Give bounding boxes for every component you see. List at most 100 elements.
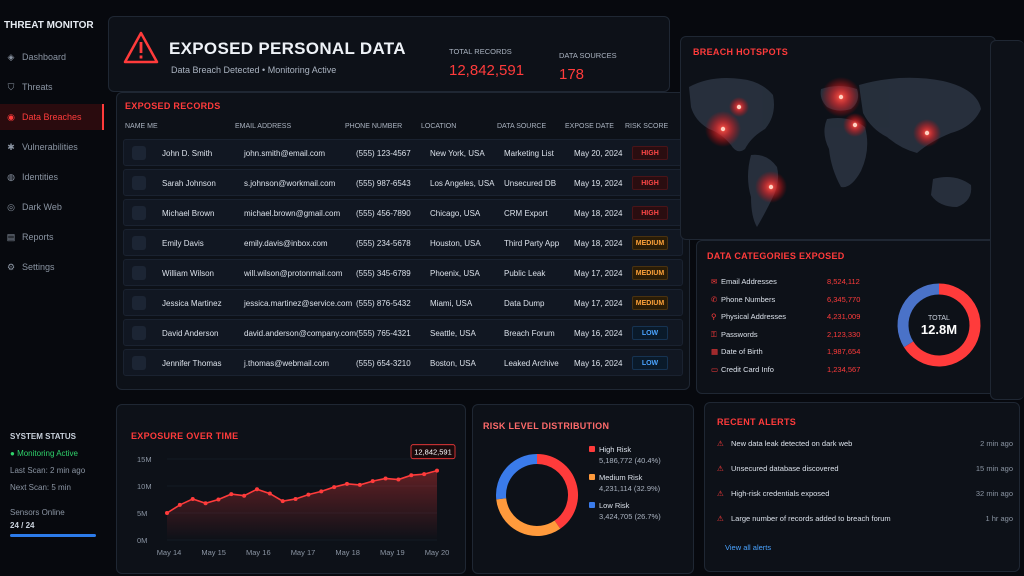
- sidebar-item-vulnerabilities[interactable]: ✱ Vulnerabilities: [0, 134, 104, 160]
- alert-item[interactable]: ⚠ Large number of records added to breach…: [717, 514, 1013, 523]
- exposed-records-panel: EXPOSED RECORDS NAME ME EMAIL ADDRESS PHON…: [116, 92, 690, 390]
- calendar-icon: ▦: [711, 347, 719, 356]
- cell-location: Houston, USA: [430, 239, 481, 248]
- column-header: DATA SOURCE: [497, 123, 547, 130]
- legend-name: High Risk: [599, 445, 632, 454]
- data-point: [190, 496, 195, 501]
- sidebar-item-dashboard[interactable]: ◈ Dashboard: [0, 44, 104, 70]
- warning-icon: ⚠: [717, 439, 724, 448]
- cell-email: jessica.martinez@service.com: [244, 299, 353, 308]
- category-value: 2,123,330: [827, 329, 861, 339]
- asia-shape: [859, 77, 981, 153]
- map-title: BREACH HOTSPOTS: [693, 47, 789, 57]
- user-avatar-icon: [132, 176, 146, 190]
- cell-source: Third Party App: [504, 239, 560, 248]
- donut-total-value: 12.8M: [921, 322, 957, 337]
- cell-phone: (555) 765-4321: [356, 329, 411, 338]
- cell-source: Unsecured DB: [504, 179, 557, 188]
- alerts-title: RECENT ALERTS: [717, 417, 797, 427]
- column-header: NAME ME: [125, 123, 158, 130]
- cell-email: emily.davis@inbox.com: [244, 239, 328, 248]
- cell-name: Emily Davis: [162, 239, 204, 248]
- warning-icon: ⚠: [717, 464, 724, 473]
- column-header: EXPOSE DATE: [565, 123, 614, 130]
- alert-item[interactable]: ⚠ New data leak detected on dark web 2 min…: [717, 439, 1013, 448]
- right-edge-panel: [990, 40, 1024, 400]
- alert-item[interactable]: ⚠ High-risk credentials exposed 32 min ago: [717, 489, 1013, 498]
- cell-email: s.johnson@workmail.com: [244, 179, 336, 188]
- x-tick-label: May 14: [157, 548, 182, 557]
- mail-icon: ✉: [711, 277, 718, 286]
- cell-source: CRM Export: [504, 209, 548, 218]
- category-item: ✉ Email Addresses: [711, 277, 777, 286]
- donut-slice-email-addresses: [903, 283, 981, 367]
- table-row[interactable]: David Anderson david.anderson@company.com…: [123, 319, 683, 346]
- cell-source: Marketing List: [504, 149, 554, 158]
- warning-icon: [123, 31, 159, 64]
- warning-icon: ⚠: [717, 514, 724, 523]
- cell-email: john.smith@email.com: [244, 149, 326, 158]
- cell-date: May 18, 2024: [574, 239, 623, 248]
- hotspot-core: [838, 94, 844, 100]
- risk-badge: HIGH: [632, 176, 668, 190]
- brand-title: THREAT MONITOR: [4, 20, 94, 31]
- shield-icon: ⛉: [7, 82, 15, 92]
- table-row[interactable]: Michael Brown michael.brown@gmail.com (555…: [123, 199, 683, 226]
- x-tick-label: May 17: [291, 548, 316, 557]
- cell-name: Jennifer Thomas: [162, 359, 222, 368]
- risk-badge: MEDIUM: [632, 296, 668, 310]
- user-avatar-icon: [132, 146, 146, 160]
- sensors-bar: [10, 534, 96, 537]
- alert-time: 1 hr ago: [985, 514, 1013, 523]
- column-header: RISK SCORE: [625, 123, 669, 130]
- y-tick-label: 10M: [137, 482, 152, 491]
- hotspot-core: [924, 130, 930, 136]
- category-label: Email Addresses: [721, 277, 777, 286]
- hotspot-core: [768, 184, 774, 190]
- data-point: [332, 485, 337, 490]
- data-point: [293, 496, 298, 501]
- sidebar-item-label: Dark Web: [22, 202, 62, 212]
- sidebar-item-reports[interactable]: ▤ Reports: [0, 224, 104, 250]
- cell-phone: (555) 345-6789: [356, 269, 411, 278]
- peak-tooltip: [410, 444, 456, 460]
- sidebar-item-identities[interactable]: ◍ Identities: [0, 164, 104, 190]
- category-item: ▦ Date of Birth: [711, 347, 763, 356]
- table-row[interactable]: Jessica Martinez jessica.martinez@service…: [123, 289, 683, 316]
- categories-title: DATA CATEGORIES EXPOSED: [707, 251, 845, 261]
- risk-badge: MEDIUM: [632, 236, 668, 250]
- sidebar-item-label: Reports: [22, 232, 54, 242]
- alert-item[interactable]: ⚠ Unsecured database discovered 15 min ago: [717, 464, 1013, 473]
- sidebar-item-dark-web[interactable]: ◎ Dark Web: [0, 194, 104, 220]
- table-row[interactable]: Jennifer Thomas j.thomas@webmail.com (555)…: [123, 349, 683, 376]
- sidebar-item-data-breaches[interactable]: ◉ Data Breaches: [0, 104, 104, 130]
- sidebar-item-label: Identities: [22, 172, 59, 182]
- sidebar-item-threats[interactable]: ⛉ Threats: [0, 74, 104, 100]
- category-value: 1,987,654: [827, 347, 861, 356]
- table-row[interactable]: William Wilson will.wilson@protonmail.com…: [123, 259, 683, 286]
- cell-date: May 18, 2024: [574, 209, 623, 218]
- cell-location: Seattle, USA: [430, 329, 476, 338]
- data-point: [345, 481, 349, 486]
- table-row[interactable]: Sarah Johnson s.johnson@workmail.com (555)…: [123, 169, 683, 196]
- hotspot-core: [736, 104, 742, 110]
- data-point: [435, 468, 439, 473]
- category-label: Physical Addresses: [721, 312, 787, 321]
- data-point: [203, 501, 208, 506]
- table-row[interactable]: John D. Smith john.smith@email.com (555) 1…: [123, 139, 683, 166]
- breach-hotspots-panel: BREACH HOTSPOTS: [680, 36, 996, 240]
- alert-text: Large number of records added to breach …: [731, 514, 891, 523]
- category-label: Passwords: [721, 329, 758, 339]
- risk-badge: HIGH: [632, 206, 668, 220]
- sidebar-item-settings[interactable]: ⚙ Settings: [0, 254, 104, 280]
- sidebar-item-label: Threats: [22, 82, 53, 92]
- cell-phone: (555) 234-5678: [356, 239, 411, 248]
- view-all-alerts-link[interactable]: View all alerts: [725, 543, 772, 552]
- last-scan: Last Scan: 2 min ago: [10, 466, 86, 475]
- data-point: [422, 472, 427, 477]
- legend-swatch: [589, 502, 595, 508]
- globe-icon: ◎: [7, 202, 15, 212]
- data-categories-panel: DATA CATEGORIES EXPOSED ✉ Email Addresses…: [696, 240, 1002, 394]
- y-tick-label: 0M: [137, 536, 147, 545]
- table-row[interactable]: Emily Davis emily.davis@inbox.com (555) 23…: [123, 229, 683, 256]
